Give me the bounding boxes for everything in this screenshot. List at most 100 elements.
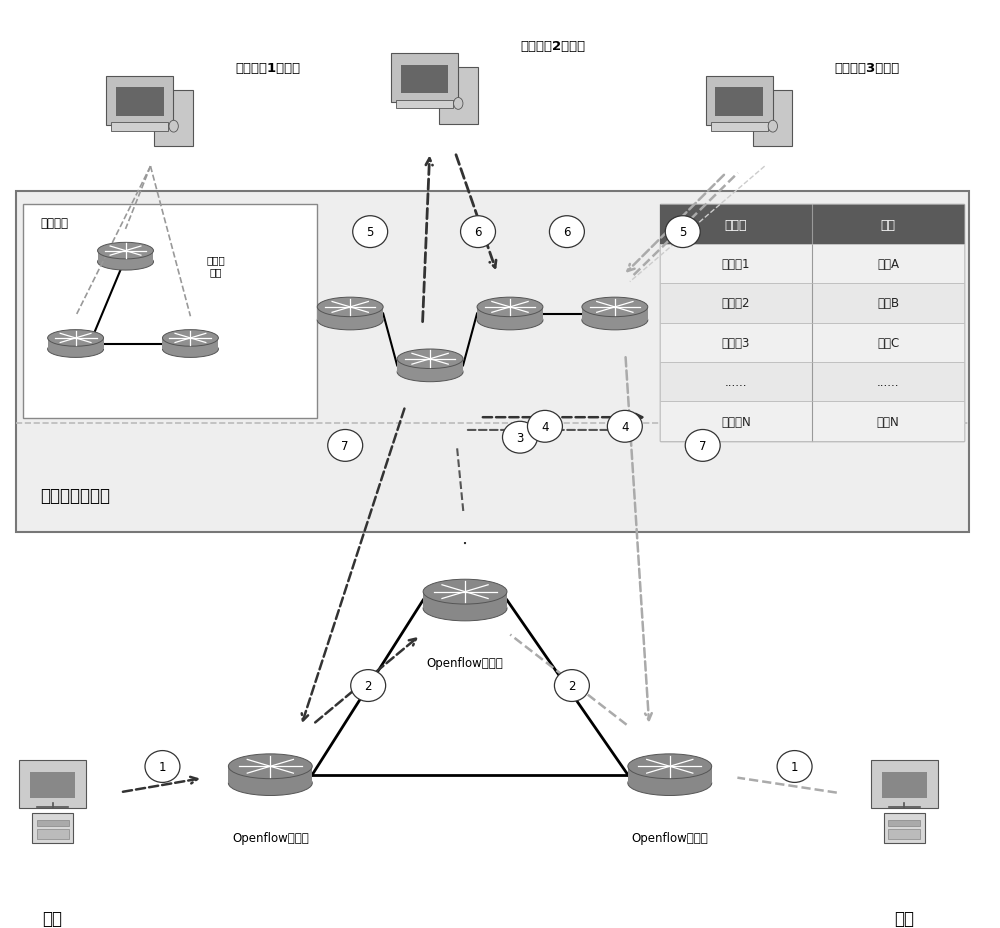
Circle shape: [351, 670, 386, 702]
Ellipse shape: [768, 122, 777, 133]
Circle shape: [685, 430, 720, 462]
Text: ......: ......: [725, 376, 747, 389]
Text: Openflow交换机: Openflow交换机: [631, 831, 708, 844]
FancyBboxPatch shape: [884, 814, 925, 843]
FancyBboxPatch shape: [154, 91, 193, 148]
Text: 虚拟交
换机: 虚拟交 换机: [206, 255, 225, 277]
Text: 虚拟网络1控制器: 虚拟网络1控制器: [235, 62, 300, 75]
Text: 虚网C: 虚网C: [877, 337, 899, 350]
Circle shape: [328, 430, 363, 462]
FancyBboxPatch shape: [660, 323, 964, 363]
Text: 5: 5: [679, 226, 686, 238]
Ellipse shape: [228, 771, 312, 795]
Text: 终端: 终端: [894, 909, 914, 927]
Circle shape: [527, 411, 562, 443]
Ellipse shape: [228, 754, 312, 779]
FancyBboxPatch shape: [32, 814, 73, 843]
Circle shape: [777, 751, 812, 782]
Ellipse shape: [397, 363, 463, 382]
Text: 3: 3: [516, 432, 524, 445]
FancyBboxPatch shape: [391, 54, 458, 103]
FancyBboxPatch shape: [660, 402, 964, 442]
Polygon shape: [48, 339, 104, 350]
FancyBboxPatch shape: [106, 77, 173, 126]
FancyBboxPatch shape: [401, 66, 448, 94]
Text: 2: 2: [568, 679, 576, 692]
Ellipse shape: [477, 311, 543, 330]
FancyBboxPatch shape: [19, 761, 86, 807]
Text: 虚拟网络: 虚拟网络: [41, 217, 69, 230]
Text: 流规则2: 流规则2: [722, 297, 750, 310]
Ellipse shape: [98, 243, 153, 260]
Polygon shape: [582, 307, 648, 321]
FancyBboxPatch shape: [37, 820, 69, 826]
Polygon shape: [162, 339, 218, 350]
FancyBboxPatch shape: [660, 205, 964, 442]
FancyBboxPatch shape: [882, 772, 927, 799]
Text: 6: 6: [563, 226, 571, 238]
Circle shape: [607, 411, 642, 443]
Text: 6: 6: [474, 226, 482, 238]
FancyBboxPatch shape: [715, 88, 763, 117]
Text: Openflow交换机: Openflow交换机: [427, 657, 503, 670]
Ellipse shape: [169, 122, 178, 133]
Ellipse shape: [628, 771, 712, 795]
Text: 虚拟网络3控制器: 虚拟网络3控制器: [835, 62, 900, 75]
Circle shape: [502, 422, 537, 454]
FancyBboxPatch shape: [23, 205, 317, 419]
FancyBboxPatch shape: [37, 829, 69, 839]
Ellipse shape: [317, 311, 383, 330]
Text: 4: 4: [541, 420, 549, 433]
Polygon shape: [423, 592, 507, 609]
Ellipse shape: [48, 342, 104, 358]
Ellipse shape: [477, 298, 543, 317]
Circle shape: [554, 670, 589, 702]
Circle shape: [353, 216, 388, 249]
Text: 终端: 终端: [43, 909, 63, 927]
Polygon shape: [477, 307, 543, 321]
Text: 2: 2: [364, 679, 372, 692]
Text: 流规则N: 流规则N: [721, 415, 751, 428]
Circle shape: [665, 216, 700, 249]
Polygon shape: [228, 767, 312, 783]
Circle shape: [461, 216, 496, 249]
Text: 7: 7: [699, 440, 706, 453]
Ellipse shape: [582, 298, 648, 317]
Text: 4: 4: [621, 420, 629, 433]
Text: 虚拟网络2控制器: 虚拟网络2控制器: [520, 40, 585, 53]
FancyBboxPatch shape: [660, 244, 964, 284]
Polygon shape: [98, 251, 153, 263]
FancyBboxPatch shape: [753, 91, 792, 148]
FancyBboxPatch shape: [660, 205, 964, 244]
Ellipse shape: [162, 330, 218, 347]
Text: 网络虚拟化平台: 网络虚拟化平台: [41, 487, 111, 505]
FancyBboxPatch shape: [888, 829, 920, 839]
Text: 虚网: 虚网: [881, 218, 896, 231]
Ellipse shape: [423, 580, 507, 604]
Text: 虚网A: 虚网A: [877, 258, 899, 271]
Ellipse shape: [48, 330, 104, 347]
Ellipse shape: [423, 597, 507, 621]
Text: 虚网B: 虚网B: [877, 297, 899, 310]
Text: Openflow交换机: Openflow交换机: [232, 831, 309, 844]
Ellipse shape: [397, 350, 463, 369]
Text: 流规则: 流规则: [725, 218, 747, 231]
Circle shape: [145, 751, 180, 782]
FancyBboxPatch shape: [660, 363, 964, 402]
Ellipse shape: [454, 98, 463, 110]
Text: 虚网N: 虚网N: [877, 415, 900, 428]
Polygon shape: [397, 359, 463, 372]
Text: 1: 1: [159, 760, 166, 773]
FancyBboxPatch shape: [116, 88, 164, 117]
Text: ......: ......: [877, 376, 899, 389]
Polygon shape: [628, 767, 712, 783]
Ellipse shape: [628, 754, 712, 779]
Text: 5: 5: [366, 226, 374, 238]
Text: 7: 7: [341, 440, 349, 453]
FancyBboxPatch shape: [888, 820, 920, 826]
FancyBboxPatch shape: [871, 761, 938, 807]
FancyBboxPatch shape: [111, 123, 168, 132]
Ellipse shape: [98, 254, 153, 271]
FancyBboxPatch shape: [660, 284, 964, 323]
FancyBboxPatch shape: [16, 191, 969, 533]
